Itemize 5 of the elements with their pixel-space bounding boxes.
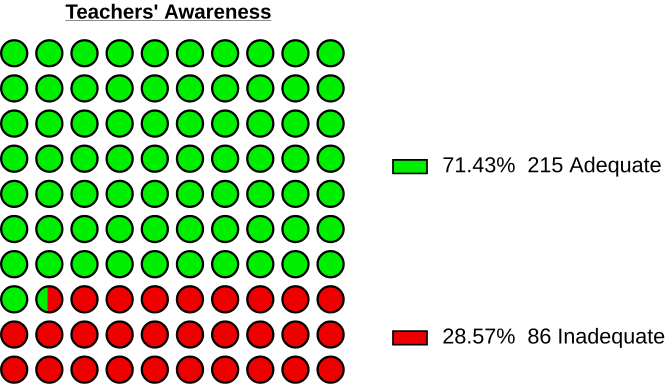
data-label: 71.43% xyxy=(443,157,515,173)
category-label: 86 Inadequate xyxy=(528,328,664,348)
data-label: 28.57% xyxy=(443,328,515,344)
category-label: 215 Adequate xyxy=(528,156,661,177)
text: Teachers' Awareness xyxy=(66,4,271,19)
